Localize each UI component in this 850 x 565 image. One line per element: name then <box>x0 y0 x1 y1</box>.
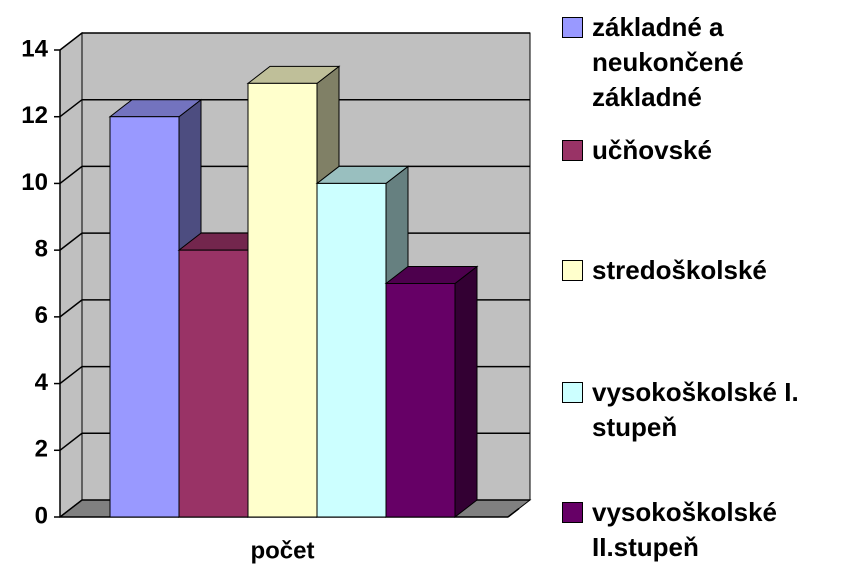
bar-side <box>454 265 478 519</box>
legend-swatch <box>562 502 583 523</box>
bar <box>385 283 456 518</box>
legend-label: vysokoškolské I. stupeň <box>592 377 799 442</box>
x-tick-label: počet <box>250 537 314 564</box>
legend-swatch <box>562 260 583 281</box>
legend-label: vysokoškolské II.stupeň <box>592 497 778 562</box>
grid-line <box>59 98 530 118</box>
legend-label: učňovské <box>592 135 712 165</box>
x-axis-end <box>507 507 520 518</box>
legend-entry: základné a neukončené základné <box>562 10 842 115</box>
bar <box>247 82 318 518</box>
y-tick-label: 4 <box>35 369 49 396</box>
legend-entry: učňovské <box>562 133 842 168</box>
bar <box>109 116 180 518</box>
y-tick-label: 10 <box>21 169 48 196</box>
legend-swatch <box>562 140 583 161</box>
legend-swatch <box>562 17 583 38</box>
legend-entry: stredoškolské <box>562 253 842 288</box>
legend-entry: vysokoškolské I. stupeň <box>562 375 842 445</box>
side-wall <box>59 31 83 519</box>
legend-label: stredoškolské <box>592 255 767 285</box>
y-tick-label: 0 <box>35 502 48 529</box>
bar <box>316 182 387 518</box>
legend-swatch <box>562 382 583 403</box>
legend-label: základné a neukončené základné <box>592 12 744 112</box>
bar <box>178 249 249 518</box>
y-tick-label: 6 <box>35 302 48 329</box>
legend-entry: vysokoškolské II.stupeň <box>562 495 842 565</box>
y-tick-label: 14 <box>21 35 48 62</box>
y-tick-label: 8 <box>35 235 48 262</box>
y-tick-label: 2 <box>35 436 48 463</box>
grid-line <box>59 32 530 51</box>
y-tick-label: 12 <box>21 102 48 129</box>
